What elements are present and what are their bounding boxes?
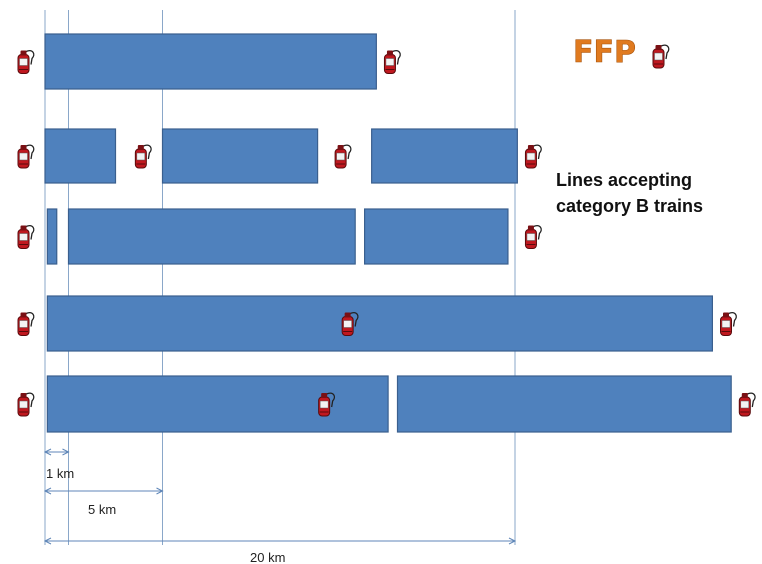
track-section	[67, 208, 356, 265]
category-b-caption: Lines accepting category B trains	[556, 170, 703, 216]
scale-label-5km: 5 km	[88, 502, 116, 517]
line-row	[17, 128, 542, 184]
arrow-head-right	[508, 537, 517, 545]
track-section	[46, 375, 389, 433]
fire-extinguisher-icon	[524, 144, 542, 169]
line-row	[17, 208, 542, 265]
scale-label-1km: 1 km	[46, 466, 74, 481]
fire-extinguisher-icon	[652, 44, 670, 69]
track-section	[46, 208, 58, 265]
ffp-title: FFP	[573, 35, 636, 70]
arrow-head-right	[156, 487, 164, 495]
track-section	[161, 128, 319, 184]
line-row	[17, 295, 737, 352]
arrow-head-left	[43, 487, 52, 495]
fire-extinguisher-icon	[719, 311, 737, 337]
arrow-head-left	[43, 537, 52, 545]
track-section	[46, 295, 713, 352]
fire-extinguisher-icon	[524, 224, 542, 250]
caption-line-1: Lines accepting	[556, 170, 692, 190]
fire-extinguisher-icon	[17, 311, 35, 337]
scale-label-20km: 20 km	[250, 550, 285, 564]
fire-extinguisher-icon	[738, 392, 756, 417]
fire-extinguisher-icon	[17, 224, 35, 250]
fire-extinguisher-icon	[383, 49, 401, 75]
track-section	[371, 128, 518, 184]
track-section	[44, 33, 377, 90]
track-section	[364, 208, 509, 265]
arrow-head-left	[43, 448, 52, 456]
line-row	[17, 33, 401, 90]
guide-lines	[44, 10, 516, 545]
ffp-legend: FFP	[573, 35, 670, 70]
fire-extinguisher-icon	[17, 144, 35, 169]
arrow-head-right	[62, 448, 70, 456]
fire-extinguisher-icon	[17, 392, 35, 417]
caption-line-2: category B trains	[556, 196, 703, 216]
fire-extinguisher-icon	[134, 144, 152, 169]
track-section	[396, 375, 732, 433]
fire-extinguisher-icon	[334, 144, 352, 169]
fire-extinguisher-icon	[17, 49, 35, 75]
scale-dimensions	[43, 448, 517, 545]
line-rows	[17, 33, 756, 433]
line-row	[17, 375, 756, 433]
track-section	[44, 128, 117, 184]
